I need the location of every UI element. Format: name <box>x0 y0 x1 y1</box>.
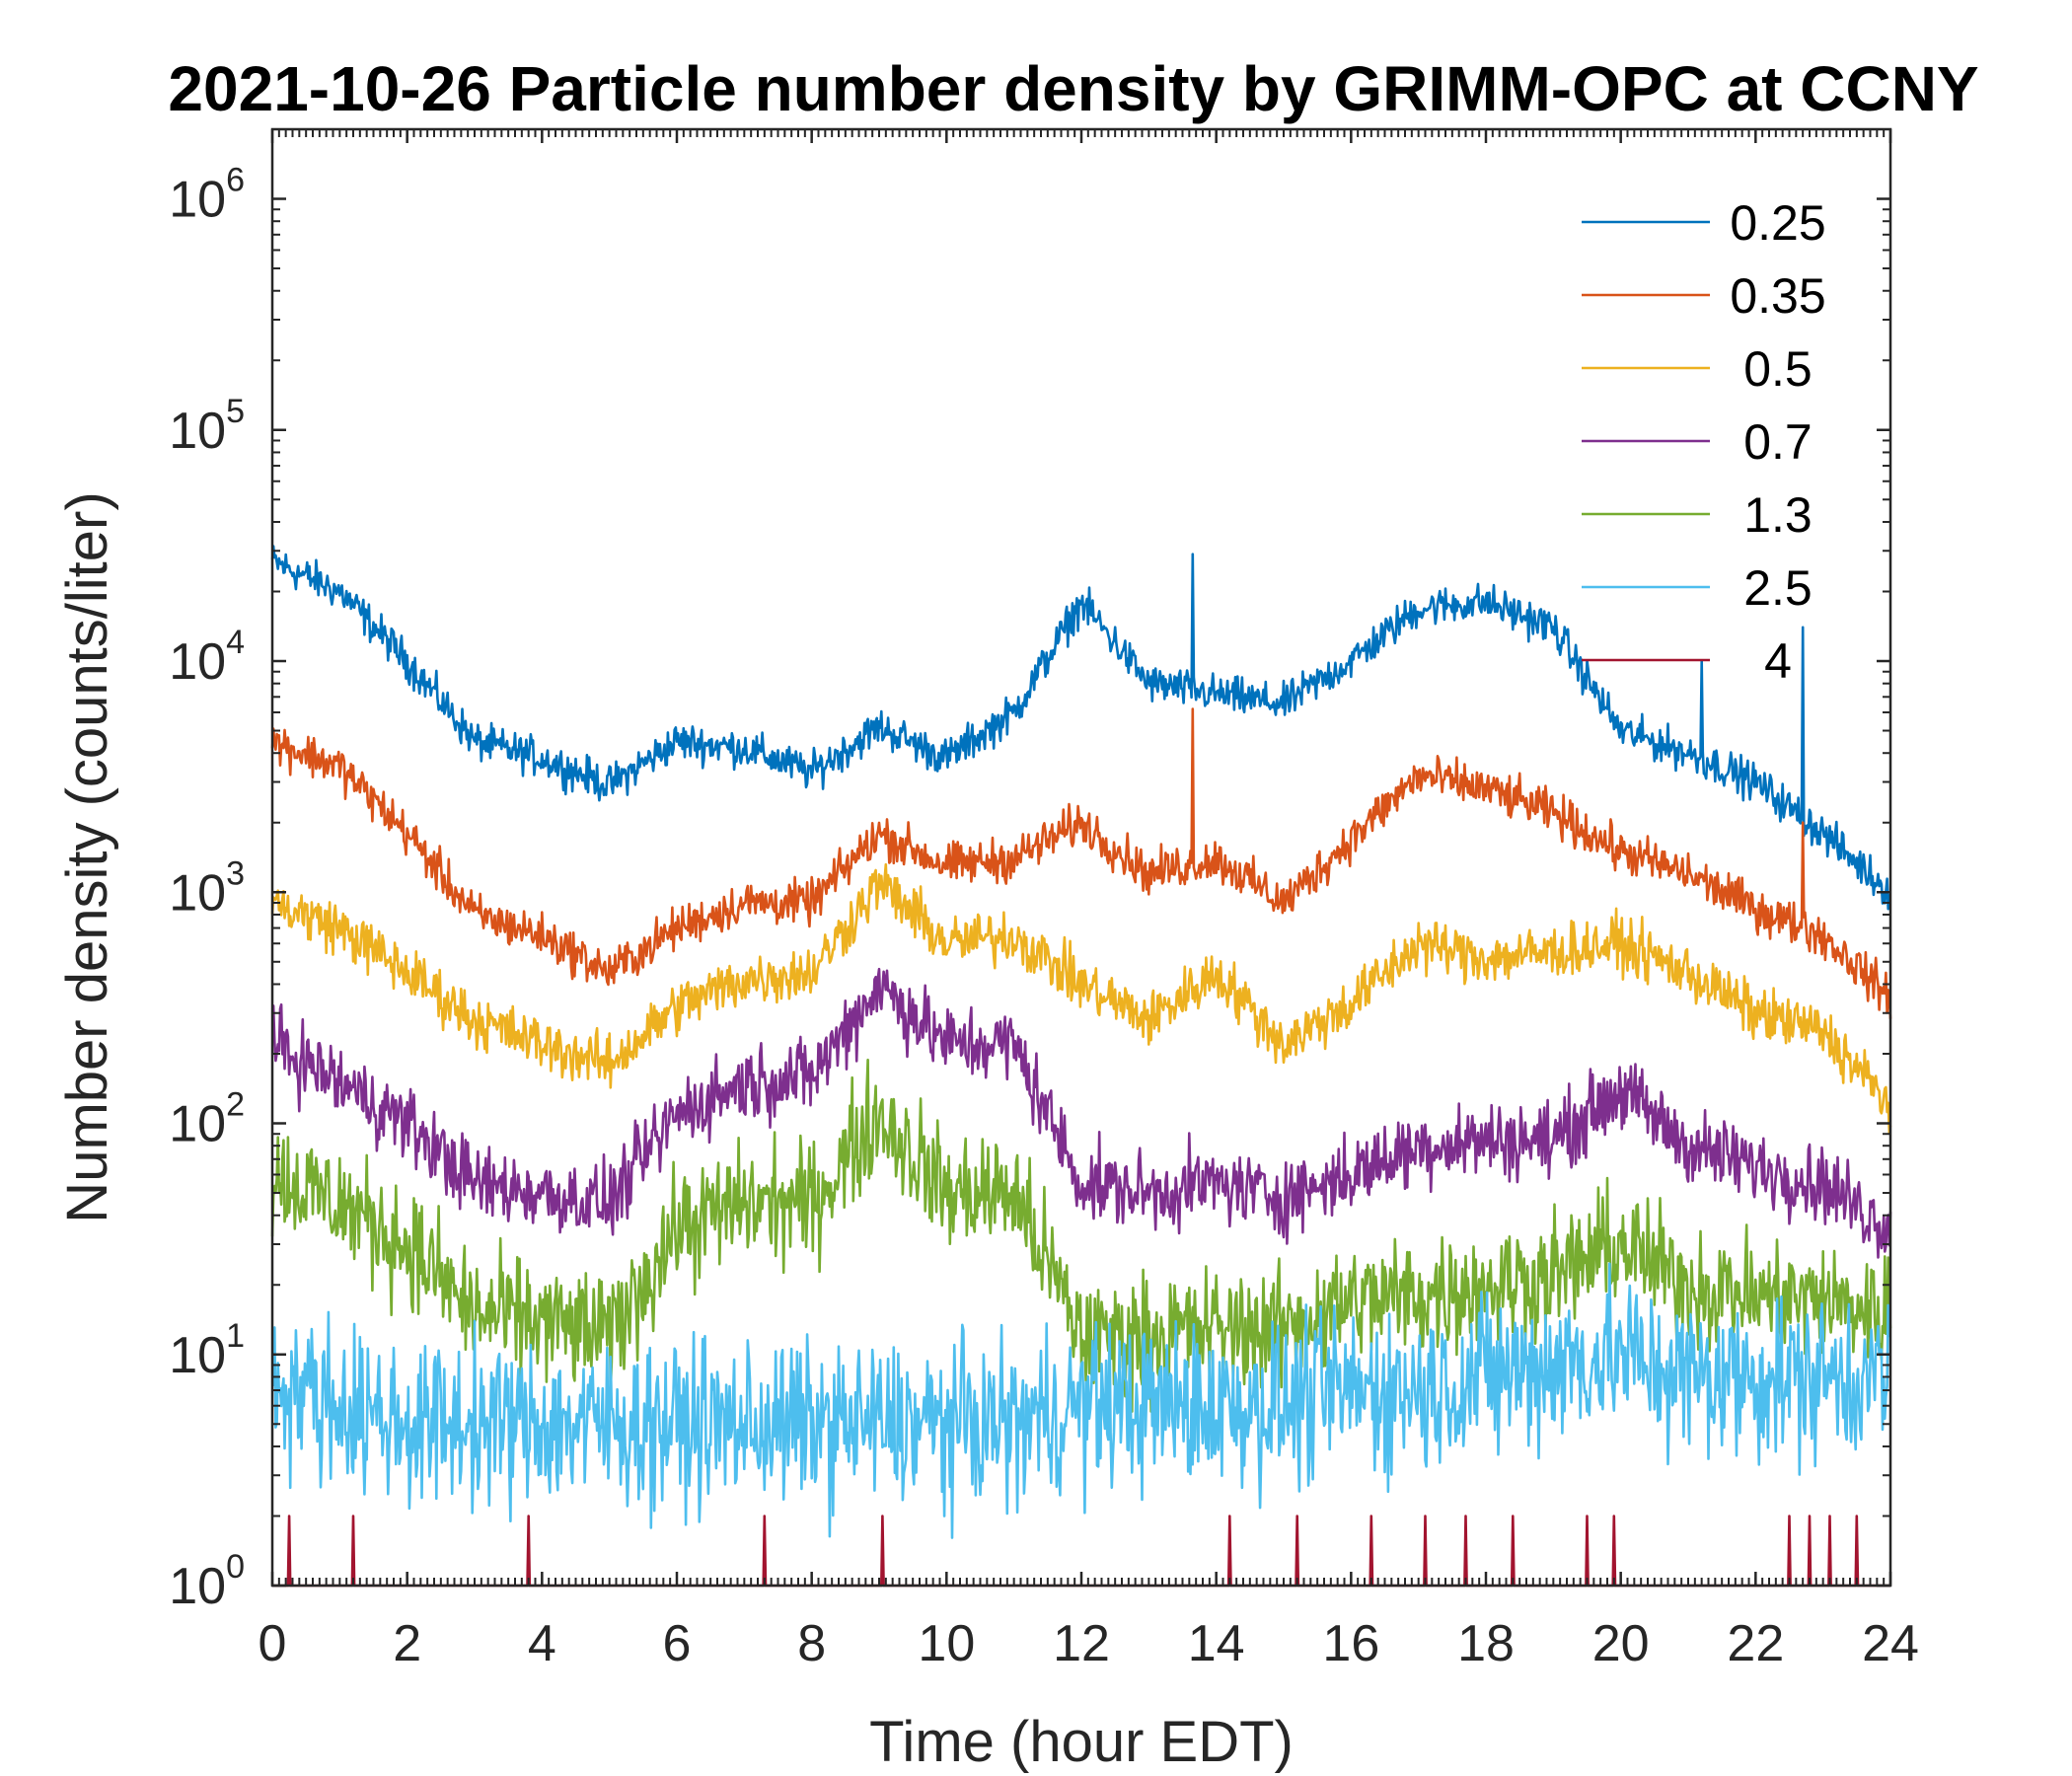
x-tick-label: 22 <box>1727 1615 1784 1672</box>
x-tick-label: 8 <box>797 1615 826 1672</box>
x-axis-label: Time (hour EDT) <box>869 1710 1294 1774</box>
chart-title: 2021-10-26 Particle number density by GR… <box>168 53 1978 124</box>
legend-label-1.3: 1.3 <box>1743 487 1813 543</box>
series-line-0.7 <box>270 967 1892 1259</box>
legend-label-0.35: 0.35 <box>1730 268 1825 324</box>
legend-label-0.5: 0.5 <box>1743 341 1813 397</box>
legend-label-4: 4 <box>1764 633 1792 689</box>
series-line-0.35 <box>270 707 1892 1019</box>
y-axis-label: Number density (counts/liter) <box>55 491 119 1222</box>
axes-layer: 0 2 4 6 8 10 12 14 16 18 20 22 241001011021031041051… <box>169 127 1919 1672</box>
x-tick-label: 2 <box>393 1615 421 1672</box>
series-line-0.25 <box>270 545 1891 911</box>
y-tick-label: 104 <box>169 624 245 691</box>
x-tick-label: 12 <box>1053 1615 1110 1672</box>
x-tick-label: 16 <box>1322 1615 1379 1672</box>
x-tick-label: 20 <box>1592 1615 1650 1672</box>
x-tick-label: 24 <box>1862 1615 1919 1672</box>
y-tick-label: 105 <box>169 393 245 460</box>
x-tick-label: 6 <box>663 1615 692 1672</box>
x-tick-label: 4 <box>528 1615 556 1672</box>
x-tick-label: 18 <box>1457 1615 1515 1672</box>
legend-label-0.7: 0.7 <box>1743 414 1813 470</box>
x-tick-label: 10 <box>918 1615 975 1672</box>
series-line-2.5 <box>270 1262 1891 1539</box>
x-tick-label: 14 <box>1188 1615 1245 1672</box>
legend-label-2.5: 2.5 <box>1743 560 1813 616</box>
x-tick-label: 0 <box>259 1615 287 1672</box>
legend-label-0.25: 0.25 <box>1730 195 1825 251</box>
y-tick-label: 103 <box>169 854 245 922</box>
y-tick-label: 106 <box>169 162 245 229</box>
y-tick-label: 101 <box>169 1317 245 1384</box>
y-tick-label: 102 <box>169 1086 245 1153</box>
y-tick-label: 100 <box>169 1548 245 1615</box>
series-line-0.5 <box>270 862 1892 1135</box>
legend: 0.25 0.35 0.5 0.7 1.3 2.5 4 <box>1582 195 1826 689</box>
